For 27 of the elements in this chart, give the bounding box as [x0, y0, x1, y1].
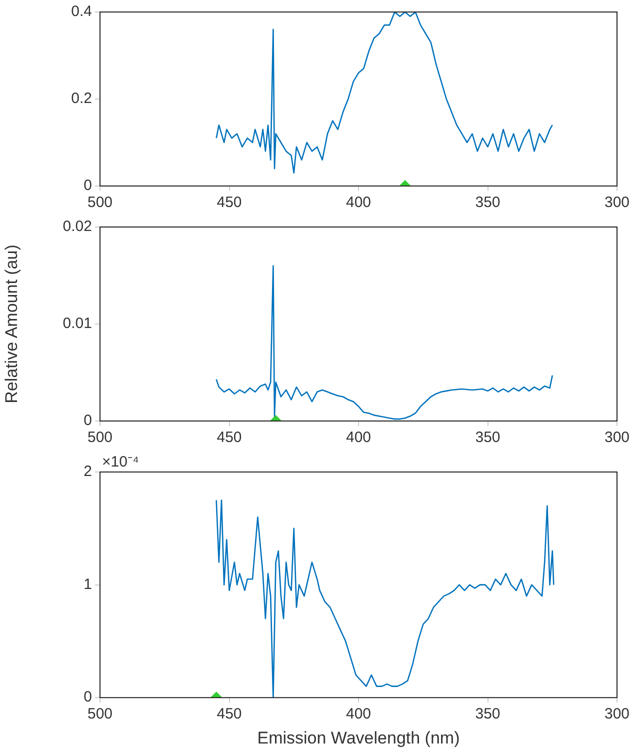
x-tick-label: 400 [346, 194, 372, 212]
y-axis-title: Relative Amount (au) [2, 244, 21, 404]
x-tick-label: 400 [346, 706, 372, 723]
y-tick-label: 1 [84, 576, 92, 593]
y-tick-label: 0 [84, 412, 92, 430]
x-tick-label: 300 [604, 194, 630, 212]
x-tick-label: 450 [216, 429, 242, 446]
x-tick-label: 300 [604, 706, 630, 723]
y-tick-label: 0.2 [71, 90, 92, 108]
x-tick-label: 450 [216, 194, 242, 212]
text: ×10⁻⁴ [102, 454, 139, 471]
x-axis-title: Emission Wavelength (nm) [257, 728, 460, 748]
x-tick-label: 300 [604, 429, 630, 446]
y-tick-label: 0 [84, 688, 92, 706]
x-tick-label: 400 [346, 429, 372, 446]
x-tick-label: 500 [87, 429, 113, 446]
y-tick-label: 2 [84, 463, 92, 480]
x-tick-label: 350 [475, 194, 500, 212]
y-tick-label: 0.02 [62, 218, 92, 236]
y-tick-label: 0 [84, 177, 92, 194]
x-tick-label: 350 [475, 706, 500, 723]
y-tick-label: 0.01 [62, 315, 92, 332]
y-tick-label: 0.4 [71, 3, 92, 20]
x-tick-label: 500 [87, 194, 113, 212]
x-tick-label: 350 [475, 429, 500, 446]
x-tick-label: 450 [216, 706, 242, 723]
x-tick-label: 500 [87, 706, 113, 723]
